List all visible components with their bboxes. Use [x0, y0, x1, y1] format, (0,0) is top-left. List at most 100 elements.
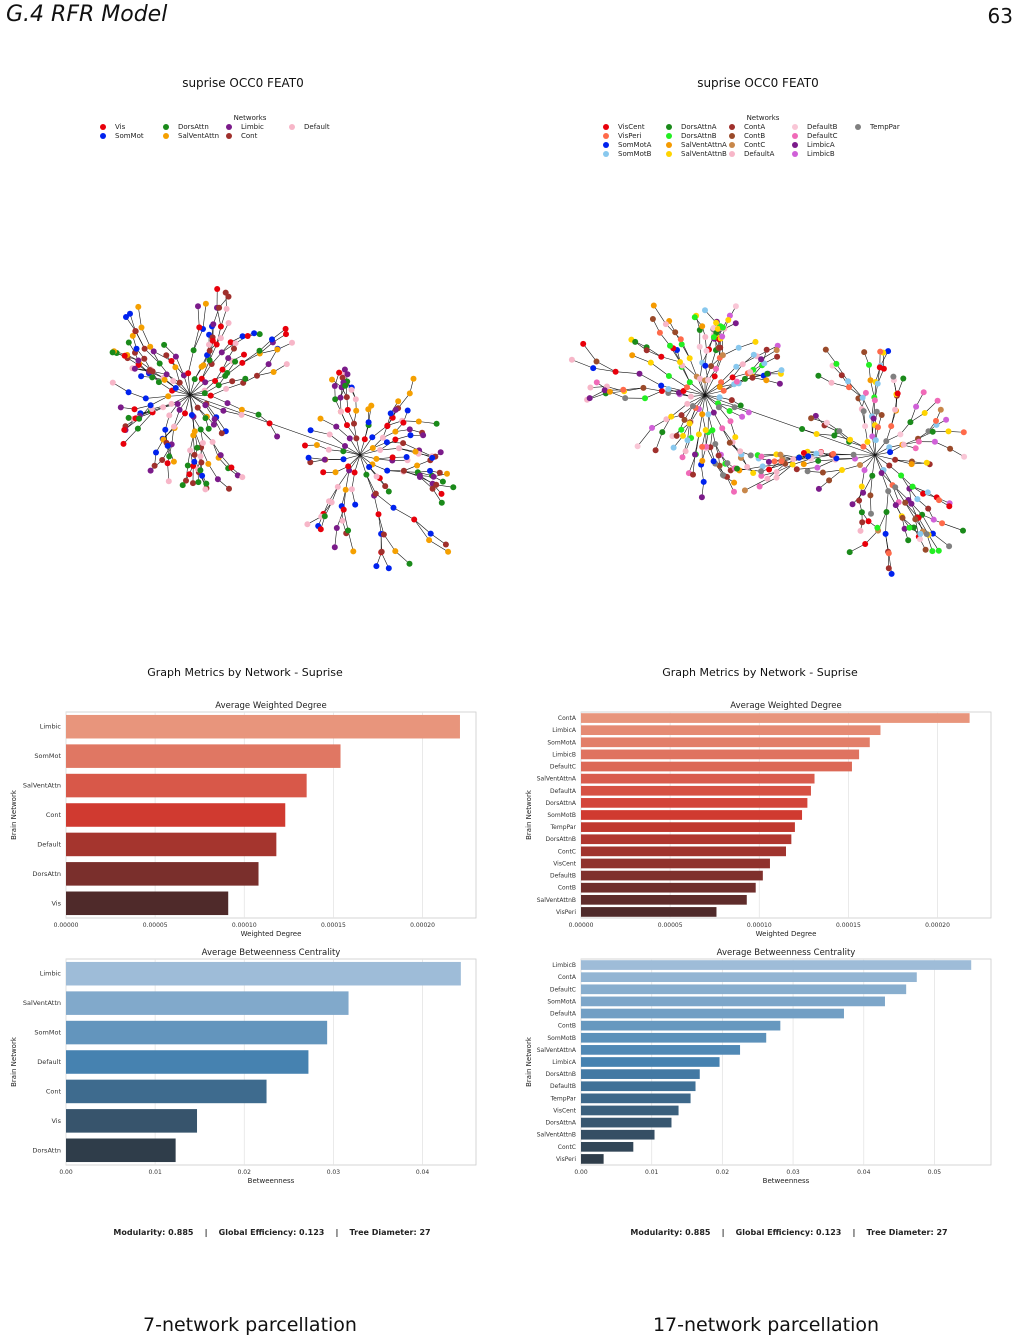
graph-node — [921, 410, 928, 416]
legend-swatch — [792, 133, 798, 139]
graph-node — [350, 548, 357, 555]
graph-node — [856, 497, 863, 504]
graph-node — [886, 444, 893, 451]
graph-node — [256, 347, 263, 354]
graph-node — [586, 395, 593, 402]
graph-node — [320, 469, 327, 476]
graph-node — [344, 422, 350, 429]
graph-node — [321, 456, 328, 463]
graph-node — [862, 541, 869, 547]
graph-node — [715, 452, 722, 459]
graph-node — [929, 428, 936, 435]
graph-node — [406, 390, 413, 397]
graph-node — [345, 463, 352, 470]
x-axis-label: Betweenness — [248, 1177, 295, 1185]
y-tick-label: DorsAttn — [32, 870, 61, 878]
graph-node — [194, 404, 201, 411]
graph-node — [198, 459, 205, 466]
legend-label: Default — [304, 123, 330, 131]
graph-node — [593, 379, 600, 386]
legend-item: SalVentAttnB — [666, 150, 727, 158]
x-tick-label: 0.00 — [574, 1169, 588, 1176]
graph-node — [883, 438, 890, 445]
graph-node — [412, 448, 419, 455]
graph-node — [404, 407, 411, 414]
graph-node — [142, 395, 149, 402]
legend-swatch — [729, 133, 735, 139]
bar — [581, 1117, 672, 1128]
right-network-tree-graph — [568, 302, 968, 577]
x-tick-label: 0.05 — [928, 1169, 942, 1176]
graph-node — [720, 387, 727, 394]
y-tick-label: SalVentAttn — [23, 782, 61, 790]
graph-node — [689, 403, 696, 409]
graph-node — [348, 386, 355, 393]
bar — [581, 984, 907, 995]
graph-node — [216, 304, 223, 311]
graph-node — [909, 483, 916, 490]
graph-node — [392, 548, 399, 555]
graph-node — [226, 485, 232, 492]
graph-node — [908, 461, 915, 468]
graph-node — [168, 358, 175, 364]
graph-node — [773, 347, 780, 354]
graph-node — [239, 359, 246, 366]
graph-node — [340, 456, 347, 463]
graph-node — [699, 443, 706, 450]
bar — [581, 1008, 844, 1019]
legend-swatch — [163, 133, 169, 139]
graph-node — [815, 457, 822, 464]
graph-node — [195, 479, 202, 486]
graph-node — [734, 465, 740, 472]
y-tick-label: Default — [37, 840, 61, 848]
legend-label: SalVentAttnB — [681, 150, 727, 158]
graph-node — [929, 548, 936, 555]
graph-node — [765, 458, 772, 465]
graph-node — [747, 452, 754, 459]
graph-node — [135, 357, 142, 364]
graph-node — [789, 461, 796, 468]
bar — [581, 713, 970, 723]
graph-node — [943, 416, 950, 423]
graph-node — [686, 379, 693, 386]
graph-node — [225, 355, 232, 362]
legend-label: DefaultA — [744, 150, 775, 158]
graph-node — [450, 484, 457, 491]
graph-node — [416, 474, 423, 480]
graph-node — [759, 463, 766, 470]
graph-node — [304, 521, 311, 528]
graph-node — [747, 369, 754, 375]
graph-node — [716, 394, 723, 401]
graph-node — [923, 459, 930, 466]
legend-item: VisPeri — [603, 132, 641, 140]
graph-node — [719, 425, 726, 432]
x-tick-label: 0.00020 — [410, 922, 435, 929]
right-metrics-title: Graph Metrics by Network - Suprise — [662, 666, 858, 679]
graph-node — [686, 420, 693, 427]
graph-node — [289, 339, 295, 346]
graph-node — [946, 503, 953, 510]
graph-node — [698, 494, 705, 501]
graph-node — [266, 420, 273, 427]
graph-node — [714, 325, 721, 332]
graph-node — [731, 404, 738, 411]
graph-node — [705, 411, 712, 418]
graph-node — [135, 303, 142, 310]
graph-node — [867, 377, 874, 384]
y-axis-label: Brain Network — [10, 1036, 18, 1087]
graph-node — [160, 404, 167, 411]
graph-node — [227, 339, 234, 346]
graph-node — [665, 373, 672, 379]
y-tick-label: DefaultC — [550, 764, 576, 771]
x-tick-label: 0.04 — [416, 1169, 430, 1176]
graph-node — [163, 371, 170, 378]
graph-node — [147, 402, 154, 409]
graph-node — [719, 352, 726, 359]
y-tick-label: Default — [37, 1058, 61, 1066]
graph-node — [857, 527, 864, 534]
graph-node — [678, 412, 685, 419]
graph-node — [860, 408, 867, 415]
y-tick-label: DefaultA — [550, 1011, 577, 1018]
graph-node — [680, 388, 687, 394]
right-graph-title: suprise OCC0 FEAT0 — [697, 76, 819, 90]
